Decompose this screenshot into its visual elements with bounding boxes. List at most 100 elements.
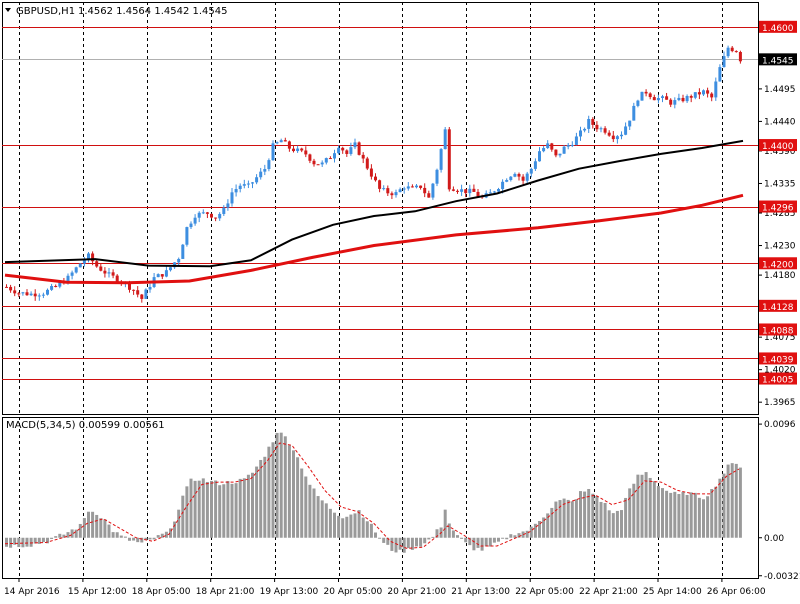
level-tag[interactable]	[759, 352, 797, 365]
macd-bar	[513, 535, 517, 538]
macd-bar	[620, 510, 623, 538]
candle-bull	[169, 267, 172, 271]
candle-bull	[279, 140, 283, 143]
price-tick-label: 1.4390	[764, 147, 796, 157]
candle-bear	[456, 190, 459, 192]
collapse-arrow-icon[interactable]	[5, 8, 11, 12]
macd-bar	[652, 481, 656, 538]
macd-bar	[304, 476, 308, 538]
candle-bull	[615, 136, 619, 140]
level-tag[interactable]	[759, 20, 797, 33]
macd-bar	[374, 532, 377, 538]
level-tag[interactable]	[759, 257, 797, 270]
macd-bar	[538, 520, 541, 538]
candle-bear	[390, 193, 394, 196]
price-panel-frame	[2, 2, 759, 415]
candle-bear	[316, 164, 320, 166]
macd-bar	[136, 537, 140, 543]
candle-bull	[525, 173, 529, 181]
macd-bar	[62, 534, 66, 538]
time-tick-label: 15 Apr 12:00	[68, 587, 127, 597]
macd-bar	[173, 521, 177, 538]
macd-bar	[501, 537, 505, 539]
candle-bull	[599, 128, 603, 130]
candle-bear	[95, 261, 99, 267]
candle-bull	[542, 148, 546, 152]
macd-bar	[279, 432, 283, 538]
level-tag[interactable]	[759, 372, 797, 385]
macd-bar	[103, 519, 107, 538]
candle-bull	[394, 192, 398, 196]
macd-bar	[427, 537, 431, 540]
candle-bull	[197, 212, 201, 218]
candle-bull	[558, 153, 562, 156]
macd-bar	[410, 537, 414, 550]
candle-bear	[17, 293, 21, 295]
candle-bear	[25, 292, 29, 296]
candle-bull	[156, 274, 160, 278]
macd-bar	[41, 537, 45, 543]
macd-bar	[394, 537, 398, 553]
macd-bar	[464, 537, 468, 543]
candle-bear	[369, 168, 373, 177]
candle-bull	[87, 253, 90, 261]
candle-bear	[300, 148, 304, 151]
candle-bear	[308, 154, 312, 161]
candle-bear	[611, 135, 615, 140]
candle-bear	[91, 253, 95, 262]
level-tag-label: 1.4400	[762, 142, 794, 152]
macd-bar	[91, 511, 95, 538]
level-tag[interactable]	[759, 323, 797, 336]
macd-bar	[636, 474, 640, 538]
time-axis: 14 Apr 2016 15 Apr 12:00 18 Apr 05:00 18 Ap…	[4, 578, 766, 597]
candle-bear	[644, 91, 648, 94]
macd-bar	[669, 492, 673, 538]
candle-bull	[398, 189, 402, 193]
macd-bar	[255, 466, 259, 538]
price-tick-label: 1.4495	[764, 85, 796, 95]
candle-bull	[66, 275, 70, 284]
candle-bull	[82, 260, 86, 264]
level-tag[interactable]	[759, 139, 797, 152]
candle-bear	[464, 189, 468, 194]
macd-bar	[99, 518, 103, 538]
price-tick-label: 1.3965	[764, 398, 796, 408]
macd-bar	[33, 537, 37, 544]
time-tick-label: 25 Apr 14:00	[643, 587, 702, 597]
level-tag[interactable]	[759, 200, 797, 213]
macd-bar	[119, 535, 123, 538]
macd-bar	[17, 537, 21, 547]
macd-bar	[546, 513, 550, 538]
macd-bar	[201, 478, 205, 538]
macd-bar	[497, 537, 500, 542]
macd-bar	[115, 532, 119, 538]
candle-bull	[702, 90, 705, 95]
candle-bull	[333, 153, 336, 159]
price-tick-label: 1.4020	[764, 366, 796, 376]
level-tag[interactable]	[759, 299, 797, 312]
macd-bar	[46, 537, 49, 544]
macd-bar	[710, 489, 714, 538]
macd-tick-label: 0.00	[764, 534, 784, 544]
candle-bull	[226, 203, 230, 208]
ma-slow-line	[4, 193, 744, 285]
macd-bar	[562, 498, 566, 538]
price-tick-label: 1.4440	[764, 117, 796, 127]
candle-bull	[415, 185, 418, 188]
candle-bear	[378, 180, 382, 189]
macd-bar	[78, 523, 82, 538]
macd-bar	[287, 445, 291, 538]
macd-bar	[611, 513, 615, 538]
macd-bar	[365, 521, 369, 538]
candle-bear	[128, 282, 131, 290]
macd-bar	[718, 478, 722, 538]
macd-panel-vgrid	[19, 417, 723, 578]
candle-bull	[144, 289, 148, 299]
current-price-tag[interactable]	[759, 53, 797, 66]
candle-bull	[529, 168, 533, 174]
macd-bar	[423, 537, 427, 544]
candle-bear	[595, 124, 599, 130]
macd-bar	[271, 442, 275, 538]
